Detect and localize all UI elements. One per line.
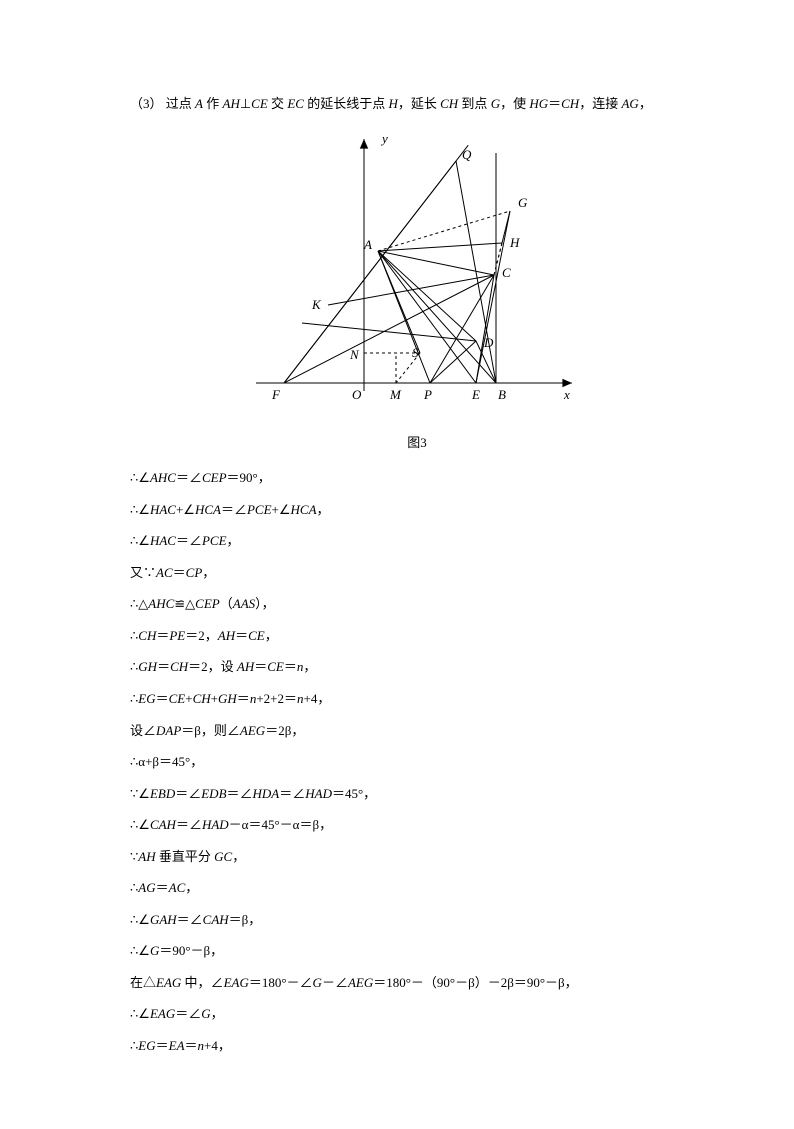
proof-step: ∴∠GAH＝∠CAH＝β， (130, 911, 679, 929)
proof-step: ∴AG＝AC， (130, 879, 679, 897)
svg-text:K: K (311, 297, 322, 312)
svg-text:M: M (389, 387, 402, 402)
proof-step: ∴△AHC≌△CEP（AAS）， (130, 595, 679, 613)
svg-text:Q: Q (462, 147, 472, 162)
proof-step: ∴∠G＝90°－β， (130, 942, 679, 960)
proof-step: ∴CH＝PE＝2，AH＝CE， (130, 627, 679, 645)
svg-text:P: P (423, 387, 432, 402)
svg-text:A: A (363, 237, 372, 252)
svg-text:x: x (563, 387, 570, 402)
svg-text:C: C (502, 265, 511, 280)
proof-step: ∵AH 垂直平分 GC， (130, 848, 679, 866)
proof-step: ∴EG＝EA＝n+4， (130, 1037, 679, 1055)
svg-text:S: S (412, 345, 419, 360)
proof-step: ∴α+β＝45°， (130, 753, 679, 771)
svg-text:O: O (352, 387, 362, 402)
proof-step: ∴∠AHC＝∠CEP＝90°， (130, 469, 679, 487)
svg-text:G: G (518, 195, 528, 210)
proof-step: ∴∠HAC+∠HCA＝∠PCE+∠HCA， (130, 501, 679, 519)
figure-caption: 图3 (155, 432, 679, 451)
svg-text:F: F (271, 387, 281, 402)
proof-step: 又∵AC＝CP， (130, 564, 679, 582)
proof-step: 在△EAG 中，∠EAG＝180°－∠G－∠AEG＝180°－（90°－β）－2… (130, 974, 679, 992)
proof-step: ∴GH＝CH＝2，设 AH＝CE＝n， (130, 658, 679, 676)
figure-svg: y x O F M P E B N S D K A CH G Q (252, 131, 582, 421)
svg-text:N: N (349, 347, 360, 362)
problem-body: 过点 A 作 AH⊥CE 交 EC 的延长线于点 H，延长 CH 到点 G，使 … (166, 96, 652, 111)
proof-step: 设∠DAP＝β，则∠AEG＝2β， (130, 722, 679, 740)
svg-text:B: B (498, 387, 506, 402)
svg-text:H: H (509, 235, 520, 250)
proof-step: ∴∠EAG＝∠G， (130, 1005, 679, 1023)
svg-text:E: E (471, 387, 480, 402)
proof-step: ∴∠HAC＝∠PCE， (130, 532, 679, 550)
problem-number: （3） (130, 96, 163, 111)
proof-step: ∴EG＝CE+CH+GH＝n+2+2＝n+4， (130, 690, 679, 708)
proof-step: ∴∠CAH＝∠HAD－α＝45°－α＝β， (130, 816, 679, 834)
problem-statement: （3） 过点 A 作 AH⊥CE 交 EC 的延长线于点 H，延长 CH 到点 … (130, 95, 679, 113)
geometry-figure: y x O F M P E B N S D K A CH G Q (155, 131, 679, 426)
proof-step: ∵∠EBD＝∠EDB＝∠HDA＝∠HAD＝45°， (130, 785, 679, 803)
svg-text:D: D (483, 335, 494, 350)
proof-steps: ∴∠AHC＝∠CEP＝90°， ∴∠HAC+∠HCA＝∠PCE+∠HCA， ∴∠HA… (130, 469, 679, 1054)
svg-text:y: y (380, 131, 388, 146)
